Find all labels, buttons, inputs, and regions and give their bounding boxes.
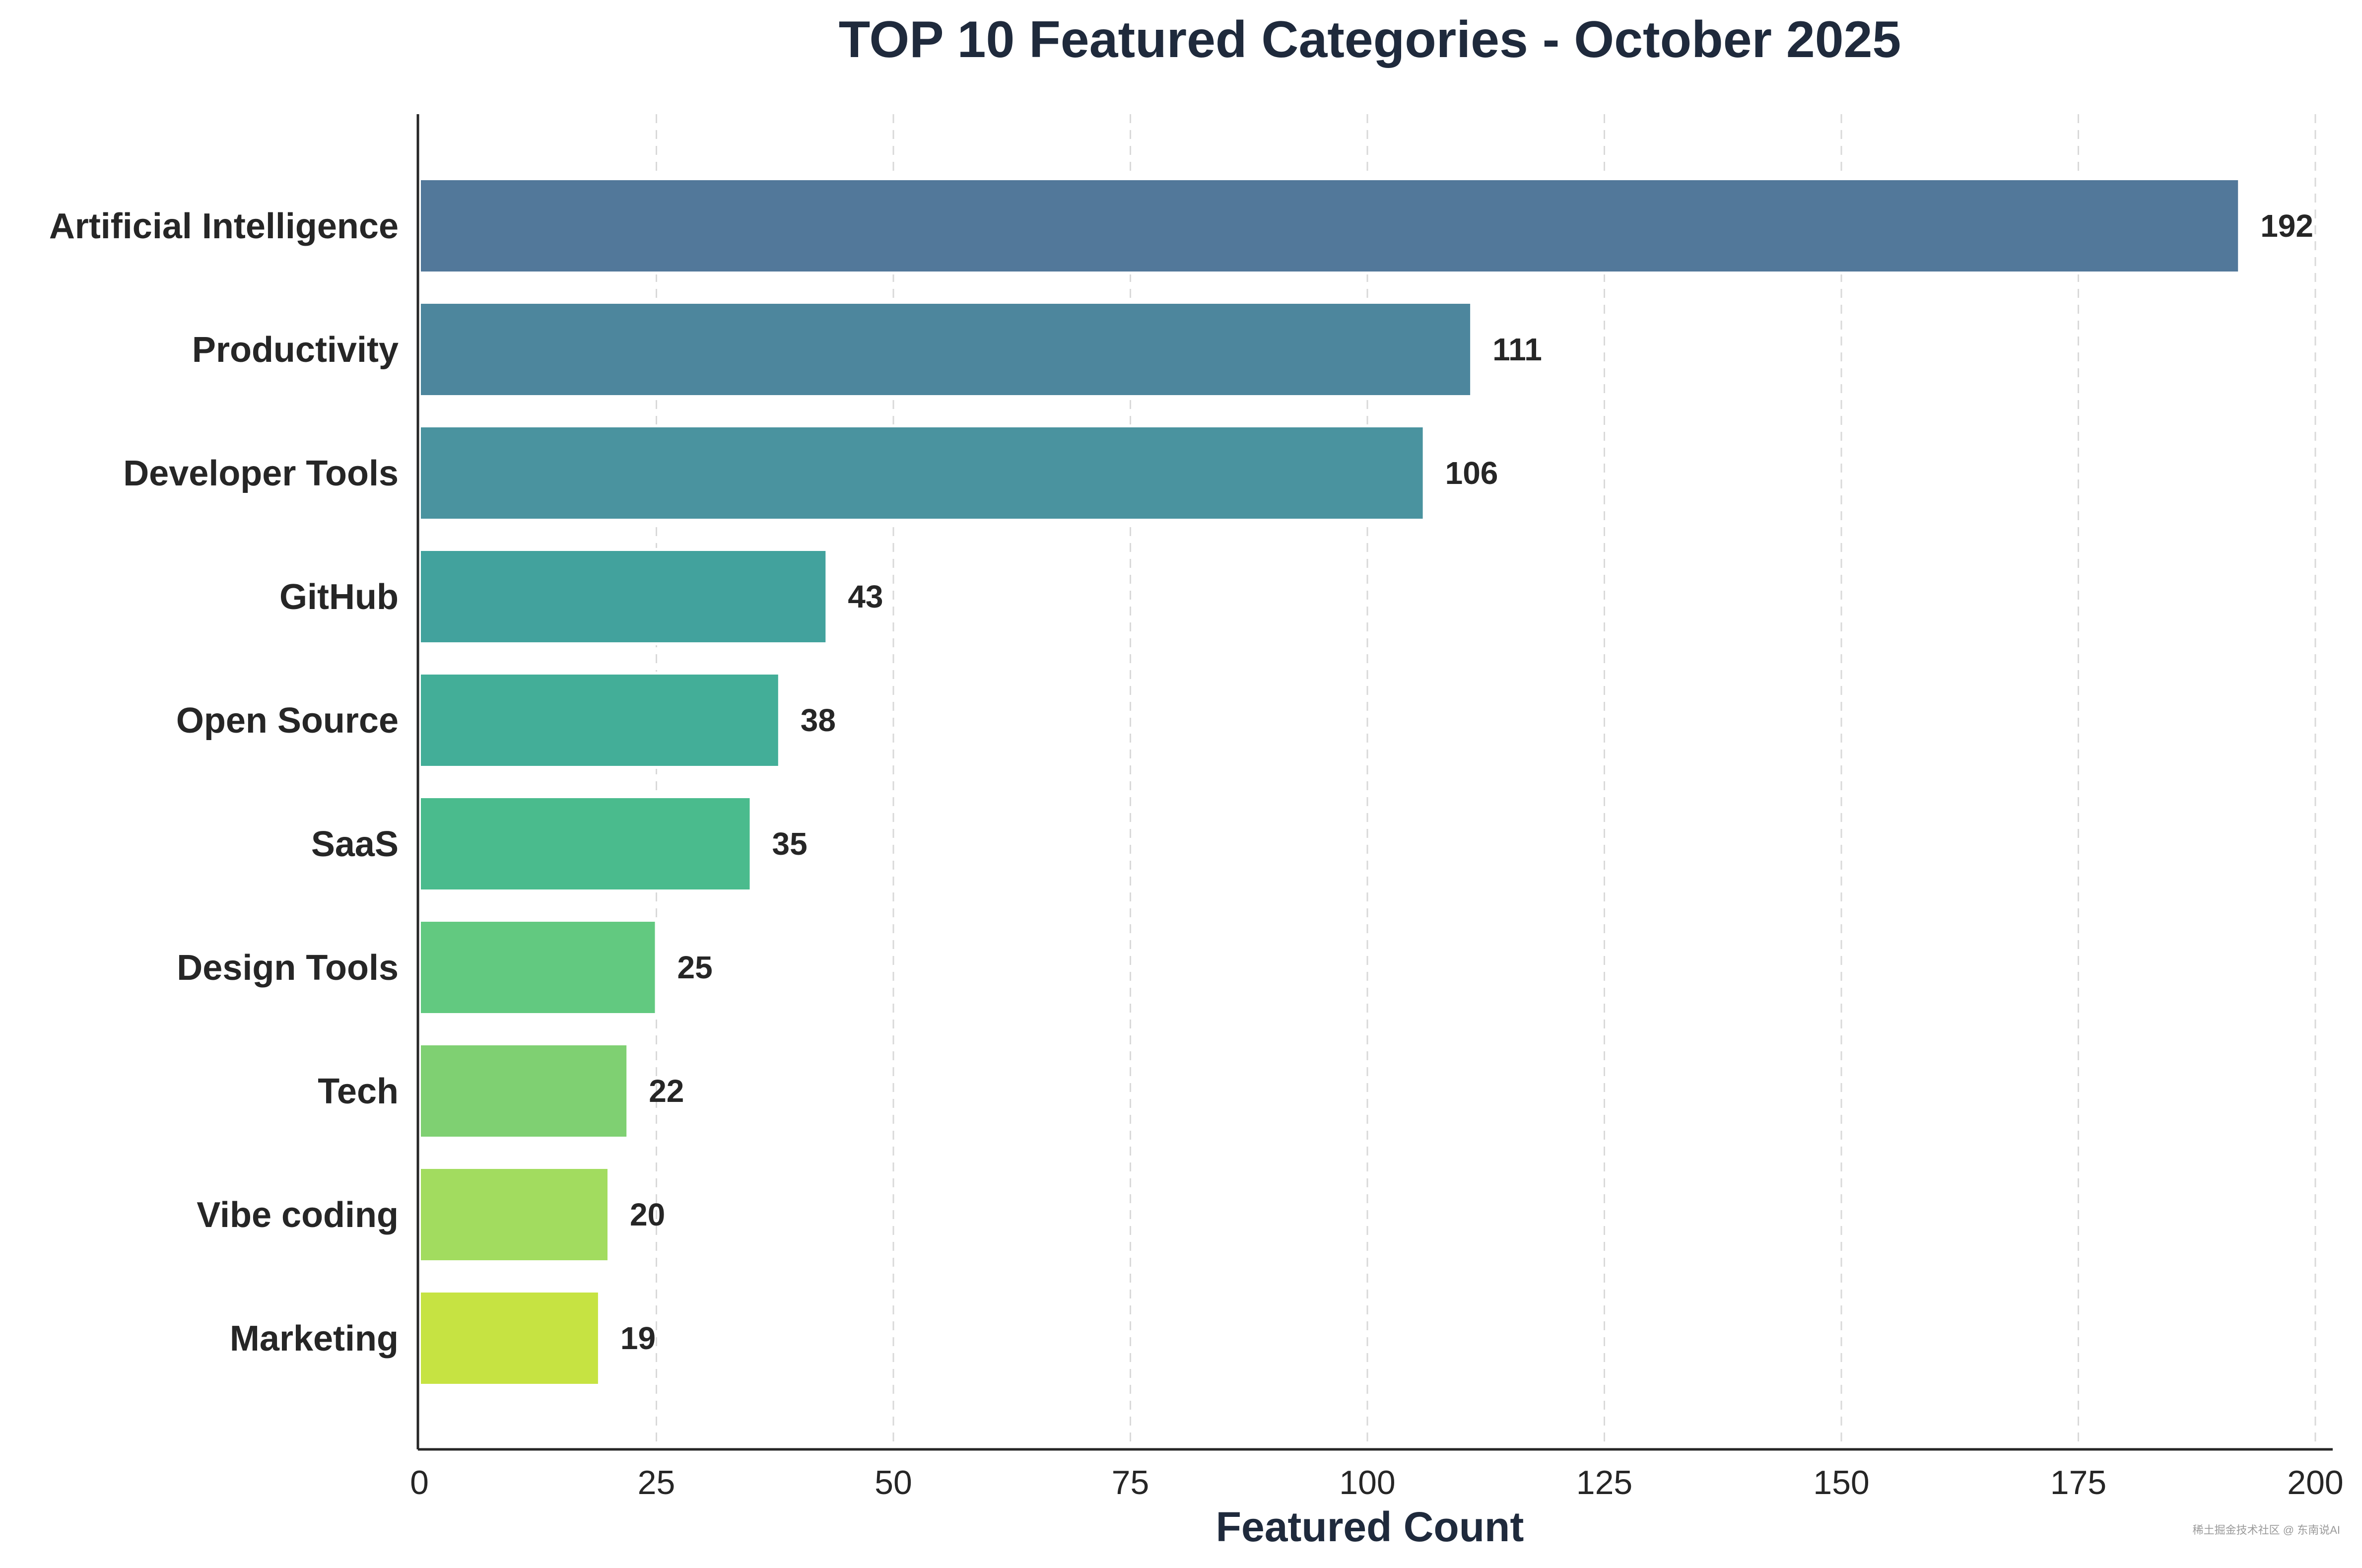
x-tick-label: 150 xyxy=(1813,1464,1869,1501)
bar xyxy=(418,548,829,645)
x-tick-label: 0 xyxy=(410,1464,429,1501)
bar xyxy=(418,795,753,892)
category-label: Artificial Intelligence xyxy=(49,206,399,246)
x-tick-label: 125 xyxy=(1576,1464,1632,1501)
x-tick-label: 75 xyxy=(1112,1464,1149,1501)
value-label: 35 xyxy=(772,826,808,862)
x-tick-label: 25 xyxy=(638,1464,675,1501)
bar xyxy=(418,1042,630,1140)
category-label: Productivity xyxy=(192,330,399,370)
category-label: Design Tools xyxy=(177,948,399,988)
bar xyxy=(418,1290,601,1387)
value-label: 111 xyxy=(1492,332,1542,367)
value-label: 19 xyxy=(620,1320,656,1356)
bar xyxy=(418,301,1474,398)
category-label: SaaS xyxy=(311,824,399,864)
x-tick-label: 100 xyxy=(1339,1464,1395,1501)
watermark: 稀土掘金技术社区 @ 东南说AI xyxy=(2193,1524,2340,1536)
value-label: 106 xyxy=(1445,455,1498,491)
x-axis-label: Featured Count xyxy=(1216,1503,1524,1550)
bar xyxy=(418,919,658,1016)
category-label: Open Source xyxy=(176,701,399,741)
category-label: GitHub xyxy=(279,577,399,617)
category-label: Developer Tools xyxy=(123,454,399,493)
value-labels: 192 111 106 43 38 35 25 22 20 19 xyxy=(620,208,2313,1356)
bar xyxy=(418,1166,610,1263)
bar xyxy=(418,424,1426,522)
x-tick-label: 175 xyxy=(2050,1464,2106,1501)
x-tick-label: 50 xyxy=(875,1464,912,1501)
bar xyxy=(418,672,781,769)
x-tick-label: 200 xyxy=(2287,1464,2343,1501)
category-label: Vibe coding xyxy=(197,1195,399,1235)
category-labels: Artificial Intelligence Productivity Devel… xyxy=(49,206,399,1359)
bar xyxy=(418,177,2241,274)
value-label: 43 xyxy=(848,579,883,614)
value-label: 192 xyxy=(2260,208,2313,244)
value-label: 20 xyxy=(630,1197,665,1232)
value-label: 38 xyxy=(801,702,836,738)
chart-title: TOP 10 Featured Categories - October 202… xyxy=(839,11,1901,68)
category-label: Marketing xyxy=(230,1319,399,1359)
category-label: Tech xyxy=(318,1072,399,1111)
bars xyxy=(418,177,2241,1387)
value-label: 22 xyxy=(649,1073,684,1109)
value-label: 25 xyxy=(677,950,713,985)
x-tick-labels: 0 25 50 75 100 125 150 175 200 xyxy=(410,1464,2344,1501)
